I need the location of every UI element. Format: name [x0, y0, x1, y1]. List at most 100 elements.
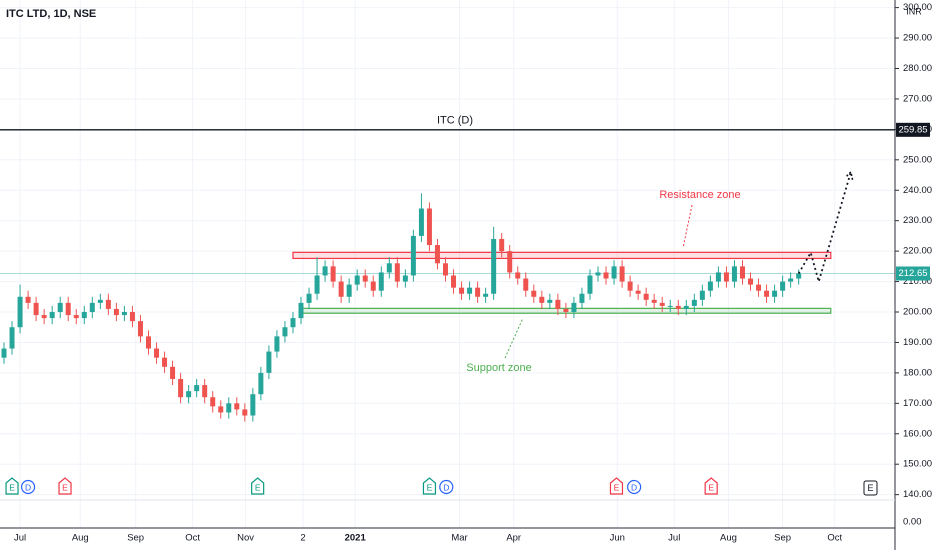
- x-tick-label: Nov: [237, 533, 254, 544]
- candle-body: [707, 281, 713, 291]
- candle-body: [338, 281, 344, 297]
- candle-body: [298, 302, 304, 319]
- candle-body: [434, 245, 440, 264]
- candle-body: [715, 272, 721, 282]
- last-price-label: 212.65: [898, 268, 927, 279]
- candle-body: [202, 385, 208, 398]
- event-badge[interactable]: [422, 477, 437, 495]
- event-label[interactable]: E: [62, 482, 68, 492]
- candle-body: [683, 305, 689, 309]
- event-label[interactable]: D: [443, 482, 449, 492]
- candle-body: [234, 403, 240, 410]
- candle-body: [154, 348, 160, 358]
- event-label[interactable]: E: [255, 482, 261, 492]
- candle-body: [97, 299, 103, 303]
- last-price-badge: [896, 266, 930, 281]
- event-label[interactable]: E: [708, 482, 714, 492]
- candle-body: [563, 308, 569, 313]
- event-label[interactable]: E: [614, 482, 620, 492]
- candle-body: [162, 357, 168, 367]
- candle-body: [1, 348, 7, 358]
- candle-body: [49, 312, 55, 319]
- candle-body: [9, 327, 15, 349]
- y-tick-label: 240.00: [903, 185, 932, 196]
- x-tick-label: Aug: [72, 533, 89, 544]
- candle-body: [322, 266, 328, 276]
- candle-body: [764, 290, 770, 297]
- candle-body: [442, 263, 448, 276]
- candle-body: [651, 299, 657, 303]
- x-tick-label: Jul: [668, 533, 680, 544]
- price-badge: [896, 122, 930, 137]
- candle-body: [748, 278, 754, 285]
- candle-body: [346, 284, 352, 297]
- candle-body: [41, 315, 47, 319]
- event-badge[interactable]: [609, 477, 624, 495]
- y-tick-label: 300.00: [903, 2, 932, 13]
- candle-body: [194, 385, 200, 392]
- y-tick-label: 210.00: [903, 276, 932, 287]
- candle-body: [659, 302, 665, 306]
- candle-body: [314, 275, 320, 294]
- event-badge[interactable]: [704, 477, 718, 495]
- candle-body: [643, 293, 649, 300]
- candle-body: [137, 321, 143, 337]
- candle-body: [186, 391, 192, 398]
- event-badge[interactable]: [439, 479, 454, 495]
- zone-label: Resistance zone: [659, 189, 740, 201]
- event-label[interactable]: D: [25, 482, 31, 492]
- event-label[interactable]: D: [631, 482, 637, 492]
- candle-body: [178, 378, 184, 398]
- candle-body: [394, 263, 400, 282]
- event-badge[interactable]: [627, 479, 642, 495]
- y-tick-label: 180.00: [903, 367, 932, 378]
- candle-body: [731, 266, 737, 282]
- x-tick-label: Sep: [774, 533, 791, 544]
- candle-body: [507, 251, 513, 273]
- candle-body: [282, 327, 288, 337]
- candle-body: [129, 312, 135, 322]
- chart-title: ITC LTD, 1D, NSE: [6, 8, 96, 20]
- candle-body: [57, 302, 63, 313]
- currency-label[interactable]: INR: [906, 6, 922, 16]
- y-tick-label: 250.00: [903, 154, 932, 165]
- candle-body: [354, 275, 360, 285]
- event-badge[interactable]: [58, 477, 72, 495]
- candle-body: [579, 293, 585, 303]
- candle-body: [515, 272, 521, 279]
- candle-body: [587, 275, 593, 294]
- candle-body: [788, 278, 794, 282]
- x-tick-label: 2021: [345, 533, 367, 544]
- candle-body: [555, 299, 561, 309]
- y-tick-label: 290.00: [903, 33, 932, 44]
- y-tick-label: 220.00: [903, 246, 932, 257]
- candle-body: [81, 312, 87, 319]
- candle-body: [547, 299, 553, 303]
- candle-body: [17, 296, 23, 328]
- zone-connector: [682, 204, 693, 249]
- candle-body: [603, 272, 609, 279]
- zone: [292, 251, 832, 260]
- volume-tick-label: 0.00: [903, 517, 922, 528]
- event-badge[interactable]: [5, 477, 19, 495]
- y-tick-label: 270.00: [903, 93, 932, 104]
- event-badge[interactable]: [251, 477, 265, 495]
- candle-body: [33, 302, 39, 316]
- candle-body: [691, 299, 697, 306]
- candle-body: [378, 272, 384, 291]
- y-tick-label: 200.00: [903, 307, 932, 318]
- candle-body: [780, 281, 786, 291]
- candle-body: [418, 208, 424, 236]
- toolbar-icon[interactable]: E: [867, 483, 873, 493]
- event-label[interactable]: E: [9, 482, 15, 492]
- event-badge[interactable]: [20, 479, 36, 495]
- event-label[interactable]: E: [427, 482, 433, 492]
- x-tick-label: 2: [300, 533, 305, 544]
- toolbar-icon-box[interactable]: [863, 480, 878, 496]
- candle-body: [226, 403, 232, 413]
- y-tick-label: 280.00: [903, 63, 932, 74]
- candle-body: [65, 302, 71, 316]
- candle-body: [121, 312, 127, 316]
